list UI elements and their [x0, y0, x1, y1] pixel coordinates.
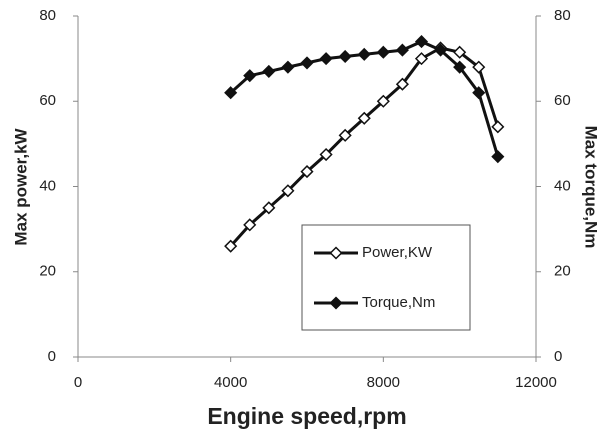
data-marker [338, 49, 352, 64]
data-marker [395, 77, 409, 91]
data-marker [357, 47, 371, 61]
y2-tick-label: 60 [554, 92, 571, 109]
series-line [229, 46, 500, 248]
x-tick-label: 4000 [214, 374, 247, 391]
y-tick-label: 80 [39, 7, 56, 24]
data-marker [319, 147, 333, 162]
data-marker [376, 94, 390, 108]
data-marker [491, 150, 505, 164]
data-marker [319, 52, 333, 66]
data-marker [395, 43, 409, 57]
x-axis-title: Engine speed,rpm [207, 403, 406, 429]
y2-tick-label: 0 [554, 348, 562, 365]
data-marker [453, 45, 467, 59]
legend-marker [329, 246, 343, 260]
y2-tick-label: 20 [554, 263, 571, 280]
data-marker [243, 69, 257, 83]
data-marker [243, 218, 257, 232]
data-marker [300, 56, 314, 70]
data-marker [224, 86, 238, 100]
data-marker [262, 201, 276, 215]
data-marker [491, 120, 505, 134]
legend-label: Torque,Nm [362, 294, 435, 311]
y-tick-label: 0 [48, 348, 56, 365]
y2-tick-label: 80 [554, 7, 571, 24]
y2-axis-title: Max torque,Nm [582, 126, 601, 249]
data-marker [262, 64, 276, 78]
y-axis-title: Max power,kW [11, 127, 30, 245]
data-marker [357, 111, 371, 125]
legend-marker [329, 296, 343, 310]
y-tick-label: 40 [39, 177, 56, 194]
y-tick-label: 20 [39, 263, 56, 280]
y2-tick-label: 40 [554, 177, 571, 194]
data-marker [224, 239, 238, 253]
data-marker [434, 43, 448, 57]
data-marker [300, 165, 314, 179]
legend-box [301, 224, 471, 331]
x-tick-label: 8000 [367, 374, 400, 391]
data-marker [338, 128, 352, 142]
legend-label: Power,KW [362, 244, 433, 261]
y-tick-label: 60 [39, 92, 56, 109]
data-marker [414, 35, 429, 49]
data-marker [472, 86, 486, 100]
data-marker [453, 60, 467, 74]
data-marker [414, 52, 429, 66]
data-marker [281, 60, 295, 74]
data-marker [281, 184, 295, 198]
data-marker [376, 45, 390, 59]
x-tick-label: 0 [74, 374, 82, 391]
x-tick-label: 12000 [515, 374, 557, 391]
data-marker [472, 60, 486, 74]
